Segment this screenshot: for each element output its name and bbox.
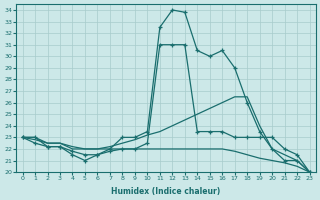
X-axis label: Humidex (Indice chaleur): Humidex (Indice chaleur)	[111, 187, 221, 196]
